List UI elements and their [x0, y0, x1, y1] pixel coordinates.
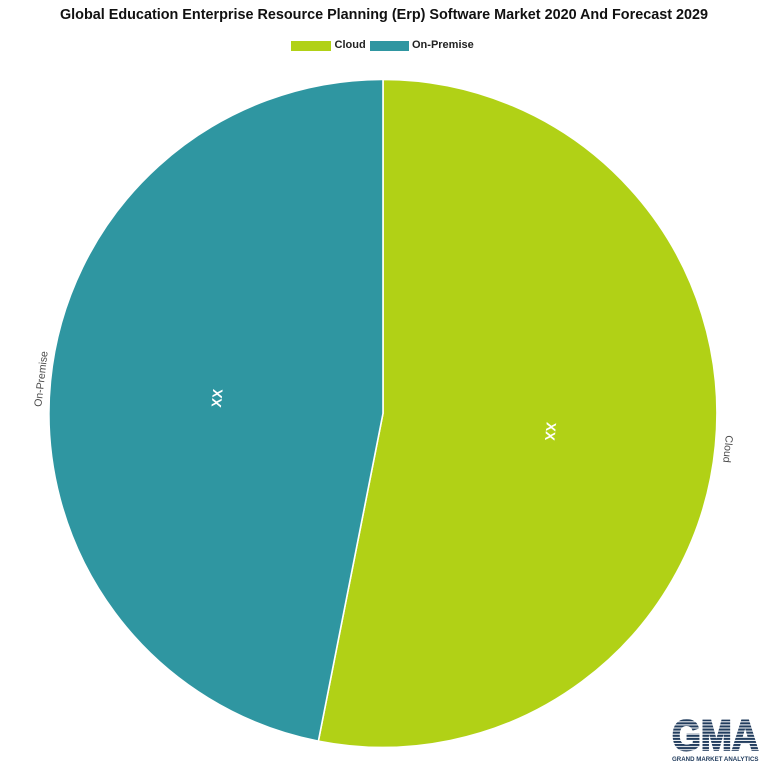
svg-text:XX: XX: [542, 422, 559, 443]
svg-text:On-Premise: On-Premise: [32, 350, 50, 407]
svg-text:GRAND MARKET ANALYTICS: GRAND MARKET ANALYTICS: [672, 756, 759, 763]
svg-text:GMA: GMA: [672, 712, 759, 760]
svg-text:XX: XX: [209, 388, 226, 409]
svg-text:Cloud: Cloud: [720, 435, 735, 464]
